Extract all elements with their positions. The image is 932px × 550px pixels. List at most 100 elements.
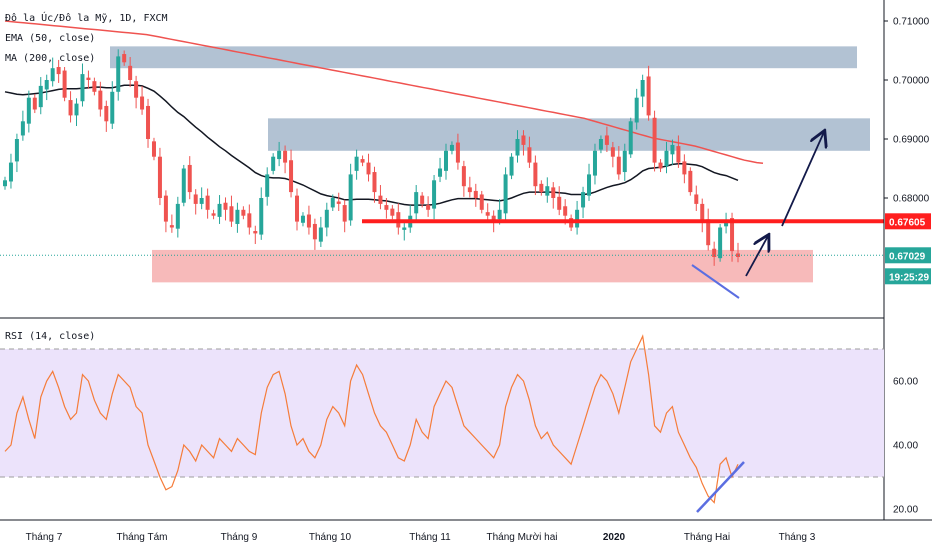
candle-body: [545, 186, 550, 196]
candle-body: [211, 213, 216, 216]
candle-body: [8, 162, 13, 182]
candle-body: [539, 183, 544, 193]
candle-body: [455, 142, 460, 163]
candle-body: [676, 146, 681, 163]
candle-body: [86, 77, 91, 80]
candle-body: [26, 97, 31, 124]
price-trendline: [691, 264, 740, 299]
candle-body: [503, 174, 508, 214]
ma-legend[interactable]: MA (200, close): [5, 53, 96, 64]
candle-body: [646, 76, 651, 116]
candle-body: [724, 221, 729, 227]
candle-body: [151, 141, 156, 157]
candle-body: [604, 135, 609, 145]
candle-body: [479, 194, 484, 210]
candle-body: [694, 194, 699, 204]
countdown-tag: 19:25:29: [889, 272, 929, 283]
candle-body: [485, 212, 490, 216]
candle-body: [74, 103, 79, 116]
candle-body: [157, 156, 162, 198]
time-label: Tháng 11: [409, 532, 451, 543]
candle-body: [521, 135, 526, 145]
rsi-tick-label: 60.00: [893, 377, 918, 388]
candle-body: [247, 213, 252, 228]
last-price-tag-bg: [885, 247, 931, 264]
ma200-layer: [4, 20, 764, 164]
candle-body: [193, 194, 198, 204]
candle-body: [497, 209, 502, 220]
candle-body: [509, 156, 514, 176]
candle-body: [259, 198, 264, 235]
candle-body: [104, 105, 109, 122]
candle-body: [199, 198, 204, 204]
drawings-layer: [691, 132, 824, 299]
candle-body: [718, 227, 723, 259]
candle-body: [62, 70, 67, 98]
candle-body: [92, 81, 97, 92]
candle-body: [592, 150, 597, 176]
candle-body: [658, 162, 663, 169]
candle-body: [390, 208, 395, 216]
candle-body: [128, 65, 133, 80]
candle-body: [163, 195, 168, 222]
price-tick-label: 0.71000: [893, 17, 930, 28]
candle-body: [378, 195, 383, 204]
ema-legend[interactable]: EMA (50, close): [5, 33, 96, 44]
rsi-line-layer: [4, 334, 739, 504]
rsi-legend[interactable]: RSI (14, close): [5, 331, 96, 342]
candle-body: [473, 190, 478, 198]
candle-body: [348, 174, 353, 221]
candle-body: [575, 209, 580, 228]
symbol-legend[interactable]: Đô la Úc/Đô la Mỹ, 1D, FXCM: [5, 13, 168, 24]
candle-body: [306, 214, 311, 228]
candle-body: [730, 218, 735, 252]
candle-body: [169, 225, 174, 228]
candle-body: [581, 192, 586, 208]
candle-body: [181, 168, 186, 203]
candle-body: [634, 97, 639, 123]
candle-body: [318, 227, 323, 242]
price-axis[interactable]: 0.71000 0.70000 0.69000 0.68000 0.67605 0.670…: [884, 17, 931, 285]
candle-body: [175, 203, 180, 229]
time-label: Tháng Hai: [684, 532, 730, 543]
candle-body: [20, 121, 25, 136]
candle-body: [3, 180, 7, 187]
candle-body: [116, 56, 121, 92]
candle-body: [491, 215, 496, 222]
candle-body: [598, 139, 603, 150]
candle-body: [461, 166, 466, 187]
candle-body: [706, 219, 711, 246]
rsi-trendline: [696, 461, 745, 513]
candle-body: [402, 227, 407, 230]
candle-body: [640, 80, 645, 97]
candle-body: [438, 168, 443, 177]
resistance-price-tag-bg: [885, 213, 931, 230]
candle-body: [271, 156, 276, 171]
candle-body: [265, 174, 270, 197]
time-label: 2020: [603, 532, 626, 543]
candle-body: [664, 150, 669, 167]
candle-body: [443, 150, 448, 171]
ema50-layer: [4, 84, 739, 206]
price-tick-label: 0.68000: [893, 194, 930, 205]
candle-body: [420, 195, 425, 204]
zones-layer: [110, 46, 870, 283]
candle-body: [354, 156, 359, 171]
projection-arrow-short: [745, 236, 768, 277]
candle-body: [98, 90, 103, 110]
candle-body: [312, 223, 317, 240]
time-label: Tháng Tám: [117, 532, 168, 543]
zone-rect-1: [268, 118, 870, 151]
candle-body: [700, 203, 705, 222]
last-price-tag: 0.67029: [889, 251, 926, 262]
candle-body: [372, 172, 377, 193]
rsi-axis[interactable]: 60.00 40.00 20.00: [893, 377, 918, 516]
rsi-band: [0, 349, 884, 477]
candle-body: [587, 174, 592, 196]
candle-body: [610, 147, 615, 157]
rsi-drawings-layer: [696, 461, 745, 513]
resistance-price-tag: 0.67605: [889, 217, 926, 228]
candle-body: [360, 159, 365, 163]
candle-body: [50, 68, 55, 82]
time-axis[interactable]: Tháng 7 Tháng Tám Tháng 9 Tháng 10 Tháng 11 T…: [26, 532, 816, 543]
